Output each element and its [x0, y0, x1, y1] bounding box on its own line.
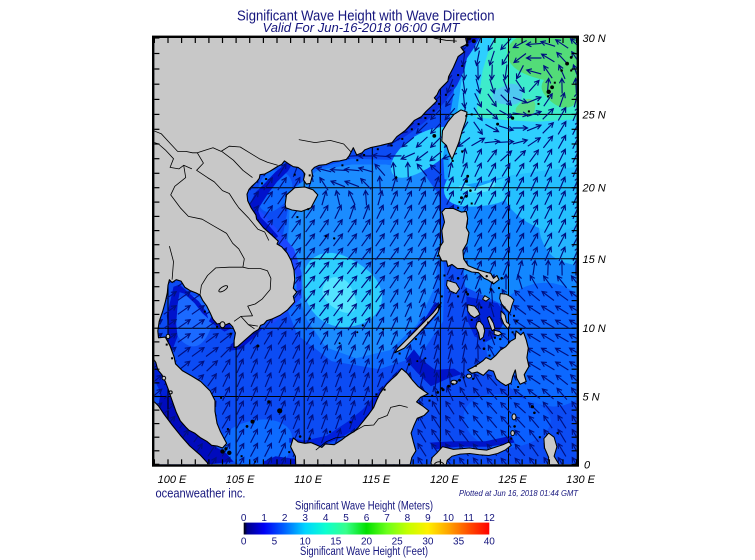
svg-text:10: 10 — [443, 513, 455, 524]
svg-text:7: 7 — [384, 513, 390, 524]
svg-text:25: 25 — [392, 537, 404, 548]
svg-text:9: 9 — [425, 513, 431, 524]
svg-text:Significant Wave Height with W: Significant Wave Height with Wave Direct… — [237, 9, 495, 25]
svg-text:5: 5 — [343, 513, 349, 524]
svg-text:Valid For Jun-16-2018 06:00 GM: Valid For Jun-16-2018 06:00 GMT — [263, 20, 461, 35]
svg-text:20: 20 — [361, 537, 373, 548]
svg-text:10: 10 — [300, 537, 312, 548]
svg-text:0: 0 — [584, 459, 591, 471]
svg-text:15: 15 — [330, 537, 342, 548]
svg-text:120 E: 120 E — [430, 474, 459, 486]
svg-text:3: 3 — [302, 513, 308, 524]
svg-text:35: 35 — [453, 537, 465, 548]
svg-text:130 E: 130 E — [566, 474, 595, 486]
svg-text:30 N: 30 N — [583, 33, 606, 45]
svg-text:Plotted at Jun 16, 2018 01:44: Plotted at Jun 16, 2018 01:44 GMT — [459, 488, 579, 498]
svg-text:105 E: 105 E — [226, 474, 255, 486]
svg-text:10 N: 10 N — [583, 323, 606, 335]
svg-text:15 N: 15 N — [583, 254, 606, 266]
svg-text:30: 30 — [422, 537, 434, 548]
svg-text:6: 6 — [364, 513, 370, 524]
svg-text:40: 40 — [484, 537, 496, 548]
svg-text:5 N: 5 N — [583, 392, 600, 404]
svg-text:115 E: 115 E — [362, 474, 391, 486]
svg-text:0: 0 — [241, 537, 247, 548]
svg-text:8: 8 — [405, 513, 411, 524]
svg-text:125 E: 125 E — [498, 474, 527, 486]
svg-text:0: 0 — [241, 513, 247, 524]
svg-text:100 E: 100 E — [158, 474, 187, 486]
svg-text:2: 2 — [282, 513, 288, 524]
svg-text:11: 11 — [464, 513, 475, 524]
svg-text:oceanweather inc.: oceanweather inc. — [156, 487, 246, 501]
svg-text:1: 1 — [261, 513, 267, 524]
svg-text:20 N: 20 N — [582, 183, 606, 195]
svg-text:110 E: 110 E — [294, 474, 323, 486]
svg-text:4: 4 — [323, 513, 329, 524]
svg-text:25 N: 25 N — [582, 109, 606, 121]
svg-text:Significant Wave Height (Meter: Significant Wave Height (Meters) — [295, 501, 433, 513]
svg-text:12: 12 — [484, 513, 496, 524]
svg-text:5: 5 — [272, 537, 278, 548]
svg-text:Significant Wave Height (Feet): Significant Wave Height (Feet) — [300, 546, 428, 558]
